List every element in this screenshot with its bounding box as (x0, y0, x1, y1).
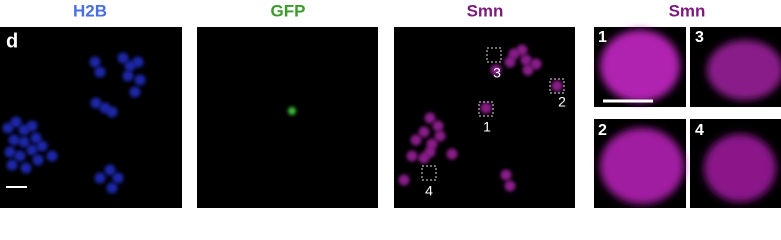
inset-label: 1 (598, 29, 607, 46)
smn-image (394, 27, 575, 208)
cell-blob (26, 144, 38, 156)
cell-blob (6, 159, 18, 171)
roi-box (549, 78, 565, 94)
cell-blob (520, 54, 532, 66)
cell-blob (20, 162, 32, 174)
cell-blob (4, 146, 16, 158)
cell-blob (516, 44, 528, 56)
cell-signals (2, 44, 563, 194)
column-title: GFP (271, 1, 306, 20)
cell-blob (106, 106, 118, 118)
cell-blob (490, 64, 502, 76)
cell-blob (2, 122, 14, 134)
cell-blob (89, 56, 101, 68)
roi-box (486, 47, 502, 63)
cell-blob (129, 86, 141, 98)
cell-blob (418, 126, 430, 138)
cell-blob (410, 134, 422, 146)
roi-box (478, 101, 494, 117)
cell-blob (30, 132, 42, 144)
cell-blob (500, 169, 512, 181)
nucleus-inset (707, 40, 781, 100)
roi-label: 4 (425, 183, 433, 199)
cell-blob (480, 102, 492, 114)
cell-blob (94, 172, 106, 184)
cell-blob (398, 174, 410, 186)
inset-label: 4 (695, 122, 704, 139)
cell-blob (434, 130, 446, 142)
cell-blob (117, 52, 129, 64)
cell-blob (504, 56, 516, 68)
roi-box (421, 165, 437, 181)
cell-blob (46, 150, 58, 162)
cell-blob (522, 64, 534, 76)
column-title: Smn (467, 1, 504, 20)
cell-blob (530, 58, 542, 70)
cell-blob (90, 97, 102, 109)
cell-blob (36, 140, 48, 152)
cell-blob (288, 107, 296, 115)
nucleus-inset (600, 128, 684, 204)
cell-blob (424, 146, 436, 158)
cell-blob (446, 148, 458, 160)
cell-blob (104, 164, 116, 176)
cell-blob (112, 172, 124, 184)
cell-blob (122, 70, 134, 82)
cell-blob (14, 150, 26, 162)
h2b-image (0, 27, 182, 208)
cell-blob (32, 154, 44, 166)
roi-label: 2 (558, 94, 566, 110)
column-title: H2B (73, 1, 107, 20)
roi-label: 1 (483, 119, 491, 135)
cell-blob (432, 120, 444, 132)
column-title: Smn (669, 1, 706, 20)
nucleus-inset (600, 30, 680, 102)
inset-label: 3 (695, 29, 704, 46)
cell-blob (132, 56, 144, 68)
cell-blob (406, 150, 418, 162)
cell-blob (551, 80, 563, 92)
figure-panel: H2B GFP Smn Smn d 3 2 1 4 1 3 2 4 (0, 1, 781, 208)
cell-blob (18, 136, 30, 148)
nucleus-inset (704, 134, 776, 202)
cell-blob (504, 180, 516, 192)
cell-blob (134, 74, 146, 86)
inset-label: 2 (598, 122, 607, 139)
cell-blob (106, 182, 118, 194)
cell-blob (26, 120, 38, 132)
roi-label: 3 (493, 65, 501, 81)
cell-blob (8, 134, 20, 146)
cell-blob (94, 66, 106, 78)
panel-label: d (6, 30, 18, 52)
cell-blob (10, 116, 22, 128)
cell-blob (424, 112, 436, 124)
gfp-image (197, 27, 378, 208)
